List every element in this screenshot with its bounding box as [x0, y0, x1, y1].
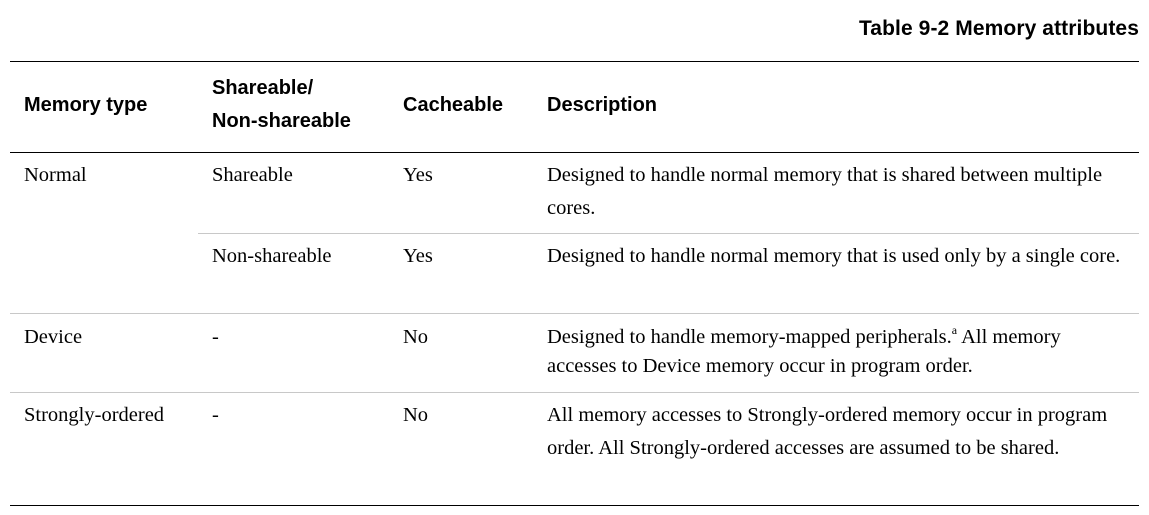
- table-bottom-rule: [10, 505, 1139, 506]
- table-caption: Table 9-2 Memory attributes: [858, 17, 1139, 40]
- row-normal-nonshareable-description: Designed to handle normal memory that is…: [547, 245, 1121, 267]
- header-rule: [10, 152, 1139, 153]
- header-memory-type: Memory type: [24, 94, 148, 116]
- row-device-description: Designed to handle memory-mapped periphe…: [547, 323, 1127, 381]
- row-device-description-part1: Designed to handle memory-mapped periphe…: [547, 326, 952, 348]
- row-normal-description: Designed to handle normal memory that is…: [547, 164, 1103, 219]
- row-strongly-ordered-memory-type: Strongly-ordered: [24, 404, 165, 426]
- row-divider-sub: [198, 233, 1139, 234]
- header-cacheable: Cacheable: [403, 94, 504, 116]
- header-shareable: Shareable/ Non-shareable: [212, 72, 351, 138]
- header-shareable-line2: Non-shareable: [212, 110, 351, 132]
- row-device-cacheable: No: [403, 326, 429, 348]
- row-device-shareable: -: [212, 326, 219, 348]
- row-device-description-part2: All memory accesses to Device memory occ…: [547, 326, 1061, 377]
- row-device-memory-type: Device: [24, 326, 83, 348]
- row-divider: [10, 313, 1139, 314]
- row-strongly-ordered-cacheable: No: [403, 404, 429, 426]
- footnote-mark: a: [951, 323, 958, 337]
- row-normal-shareable: Shareable: [212, 164, 293, 186]
- row-normal-nonshareable-cacheable: Yes: [403, 245, 433, 267]
- row-strongly-ordered-shareable: -: [212, 404, 219, 426]
- table-top-rule: [10, 61, 1139, 62]
- row-normal-memory-type: Normal: [24, 164, 87, 186]
- row-normal-cacheable: Yes: [403, 164, 433, 186]
- row-divider: [10, 392, 1139, 393]
- header-shareable-line1: Shareable/: [212, 77, 314, 99]
- row-strongly-ordered-description: All memory accesses to Strongly-ordered …: [547, 404, 1108, 459]
- header-description: Description: [547, 94, 658, 116]
- row-normal-nonshareable-shareable: Non-shareable: [212, 245, 332, 267]
